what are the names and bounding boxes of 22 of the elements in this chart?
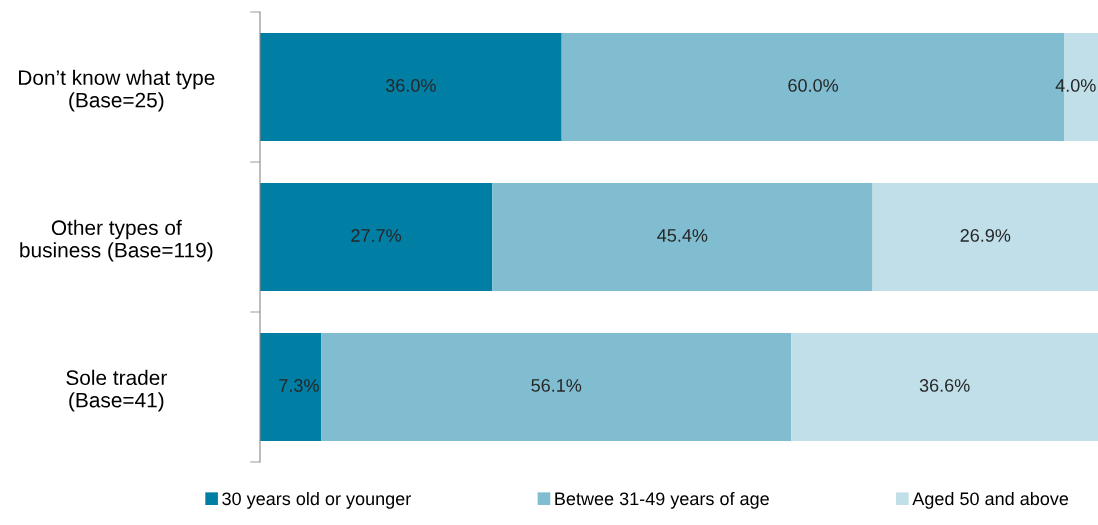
bar (260, 183, 493, 291)
bar (260, 333, 322, 441)
data-label: 27.7% (351, 229, 402, 242)
data-label: 56.1% (531, 379, 582, 392)
y-tick-label: Don’t know what type (Base=25) (19, 69, 215, 112)
data-label: 36.6% (919, 379, 970, 392)
data-label: 60.0% (788, 79, 839, 92)
bar (321, 333, 792, 441)
bar (492, 183, 873, 291)
data-label: 26.9% (960, 229, 1011, 242)
y-tick-label: Other types of business (Base=119) (20, 219, 213, 262)
legend-label: Betwee 31-49 years of age (555, 491, 769, 509)
bar (260, 33, 562, 141)
bar (791, 333, 1098, 441)
bar (872, 183, 1098, 291)
data-label: 4.0% (1055, 79, 1096, 92)
legend-label: 30 years old or younger (222, 491, 411, 509)
data-label: 36.0% (385, 79, 436, 92)
data-label: 45.4% (657, 229, 708, 242)
legend-label: Aged 50 and above (912, 491, 1069, 509)
y-tick-label: Sole trader (Base=41) (66, 369, 167, 412)
data-label: 7.3% (279, 379, 319, 392)
